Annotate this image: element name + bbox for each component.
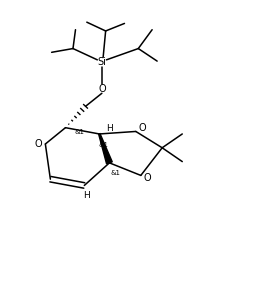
Text: O: O (34, 139, 42, 149)
Polygon shape (99, 134, 112, 164)
Text: H: H (83, 190, 90, 200)
Text: &1: &1 (111, 170, 121, 176)
Text: O: O (98, 84, 106, 94)
Text: O: O (138, 123, 146, 133)
Text: Si: Si (98, 57, 106, 67)
Text: &1: &1 (99, 142, 109, 147)
Text: O: O (143, 173, 151, 183)
Text: &1: &1 (74, 129, 84, 135)
Text: H: H (106, 124, 113, 133)
